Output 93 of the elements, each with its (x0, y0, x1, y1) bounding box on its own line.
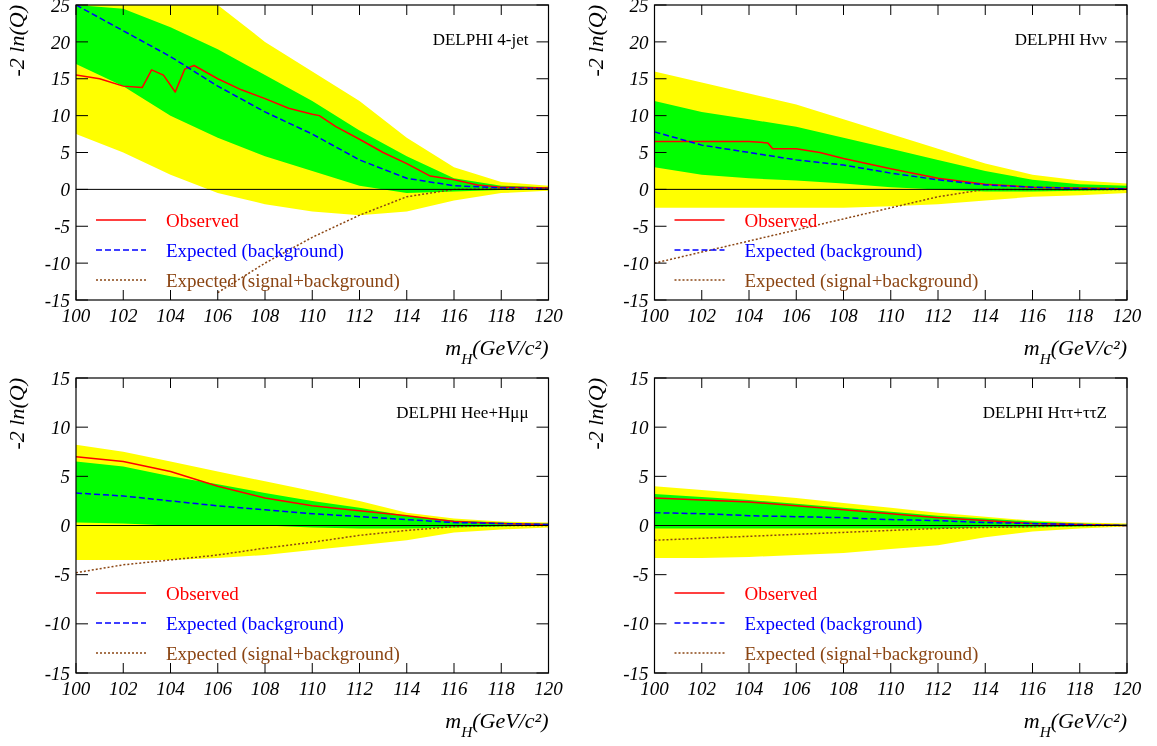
x-axis-title: m$_{H}$(GeV/c²) (445, 708, 549, 740)
x-tick-label: 116 (1018, 305, 1047, 326)
legend-label: Expected (signal+background) (744, 269, 979, 292)
y-tick-label: 10 (629, 105, 649, 127)
y-tick-label: 15 (629, 367, 649, 389)
y-axis-title: -2 ln(Q) (4, 5, 29, 77)
y-tick-label: 10 (51, 416, 71, 438)
line-series (654, 131, 1127, 190)
x-tick-label: 104 (734, 305, 764, 326)
legend-label: Observed (166, 582, 240, 604)
x-tick-label: 118 (1066, 305, 1094, 326)
y-tick-label: 10 (629, 416, 649, 438)
y-tick-label: 0 (60, 179, 71, 201)
x-tick-label: 112 (345, 305, 374, 326)
x-tick-label: 112 (924, 678, 953, 699)
x-tick-label: 102 (687, 305, 717, 326)
annotation: DELPHI Hττ+ττZ (982, 403, 1107, 422)
annotation: DELPHI 4-jet (432, 30, 529, 49)
y-tick-label: 20 (51, 31, 71, 53)
x-tick-label: 108 (250, 678, 280, 699)
x-axis-title: m$_{H}$(GeV/c²) (1023, 335, 1127, 367)
legend-label: Expected (signal+background) (744, 642, 979, 665)
annotation: DELPHI Hνν (1014, 30, 1108, 49)
y-tick-label: 15 (51, 68, 70, 90)
x-tick-label: 114 (393, 678, 421, 699)
x-tick-label: 120 (1112, 678, 1142, 699)
y-tick-label: 15 (51, 367, 70, 389)
y-tick-label: 0 (639, 515, 649, 537)
y-tick-label: 5 (60, 142, 70, 164)
x-tick-label: 120 (1112, 305, 1142, 326)
y-tick-label: -10 (623, 252, 649, 274)
x-tick-label: 114 (393, 305, 421, 326)
x-tick-label: 110 (877, 305, 905, 326)
x-tick-label: 102 (687, 678, 717, 699)
x-tick-label: 112 (924, 305, 953, 326)
x-tick-label: 120 (534, 678, 564, 699)
y-tick-label: 5 (639, 142, 649, 164)
x-tick-label: 112 (345, 678, 374, 699)
y-tick-label: -5 (632, 215, 649, 237)
x-tick-label: 110 (298, 678, 327, 699)
y-axis-title: -2 ln(Q) (582, 5, 608, 77)
legend-label: Expected (background) (744, 612, 923, 635)
x-tick-label: 102 (109, 678, 138, 699)
x-tick-label: 118 (487, 678, 516, 699)
x-tick-label: 114 (971, 305, 1000, 326)
x-tick-label: 104 (156, 678, 186, 699)
x-tick-label: 108 (250, 305, 280, 326)
y-tick-label: 0 (639, 179, 649, 201)
x-tick-label: 106 (782, 305, 811, 326)
y-tick-label: -5 (54, 215, 70, 237)
x-axis-title: m$_{H}$(GeV/c²) (445, 335, 549, 367)
y-tick-label: -5 (54, 564, 70, 586)
legend-label: Expected (background) (166, 612, 344, 635)
x-tick-label: 106 (782, 678, 811, 699)
x-tick-label: 118 (1066, 678, 1094, 699)
x-tick-label: 118 (487, 305, 516, 326)
x-tick-label: 116 (1018, 678, 1047, 699)
x-axis-title: m$_{H}$(GeV/c²) (1023, 708, 1127, 740)
y-axis-title: -2 ln(Q) (582, 378, 608, 450)
y-tick-label: -5 (632, 564, 649, 586)
y-tick-label: -10 (44, 252, 71, 274)
line-series (76, 492, 549, 526)
legend-label: Expected (signal+background) (166, 642, 400, 665)
x-tick-label: 104 (156, 305, 186, 326)
y-tick-label: -10 (44, 613, 71, 635)
legend-label: Observed (166, 209, 240, 231)
y-axis-title: -2 ln(Q) (4, 378, 29, 450)
y-tick-label: 0 (60, 515, 71, 537)
legend-label: Expected (background) (744, 239, 923, 262)
line-series (76, 64, 549, 189)
x-tick-label: 106 (203, 305, 233, 326)
x-tick-label: 108 (829, 678, 859, 699)
x-tick-label: 108 (829, 305, 859, 326)
y-tick-label: 15 (629, 68, 649, 90)
y-tick-label: 10 (51, 105, 71, 127)
x-tick-label: 102 (109, 305, 138, 326)
y-tick-label: 20 (629, 31, 649, 53)
legend-label: Observed (744, 582, 818, 604)
x-tick-label: 116 (440, 678, 469, 699)
x-tick-label: 120 (534, 305, 564, 326)
y-tick-label: 5 (639, 465, 649, 487)
x-tick-label: 104 (734, 678, 764, 699)
y-tick-label: -10 (623, 613, 649, 635)
x-tick-label: 106 (203, 678, 233, 699)
line-series (654, 140, 1127, 190)
x-tick-label: 110 (298, 305, 327, 326)
annotation: DELPHI Hee+Hμμ (396, 403, 529, 422)
legend-label: Observed (744, 209, 818, 231)
x-tick-label: 116 (440, 305, 469, 326)
legend-label: Expected (signal+background) (166, 269, 400, 292)
x-tick-label: 114 (971, 678, 1000, 699)
x-tick-label: 110 (877, 678, 905, 699)
y-tick-label: 5 (60, 465, 70, 487)
